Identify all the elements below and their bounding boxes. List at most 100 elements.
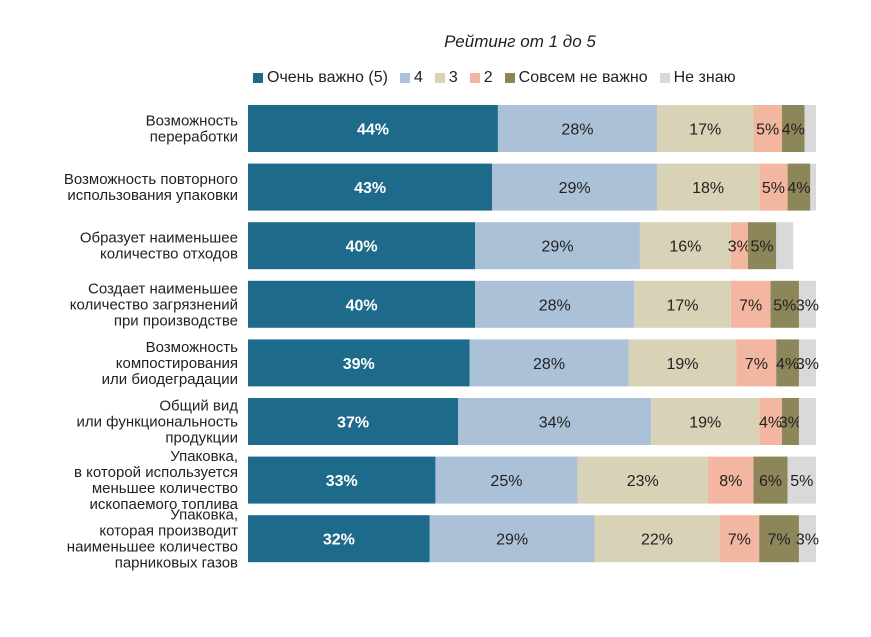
value-label: 40% [346, 297, 378, 314]
category-label: Возможность переработки [146, 113, 239, 146]
value-label: 3% [796, 297, 819, 314]
value-label: 17% [689, 122, 721, 139]
value-label: 40% [346, 239, 378, 256]
bar-segment [248, 280, 476, 328]
category-label: Общий вид или функциональность продукции [76, 398, 238, 447]
category-label-line: Создает наименьшее [88, 280, 238, 297]
legend-item: Совсем не важно [504, 69, 648, 87]
category-label-line: продукции [165, 430, 238, 447]
legend-item: 3 [434, 69, 458, 87]
category-label-line: Образует наименьшее [80, 230, 238, 247]
bar-segment [759, 515, 799, 563]
bar-segment [730, 222, 748, 270]
bar-segment [787, 456, 816, 504]
category-label-line: при производстве [114, 312, 238, 329]
bar-segment [798, 339, 816, 387]
legend-swatch [399, 73, 410, 83]
value-label: 3% [779, 415, 802, 432]
bar-segment [469, 339, 629, 387]
legend-swatch [469, 73, 480, 83]
bar-segment [577, 456, 709, 504]
bar-segment [594, 515, 720, 563]
bar-segment [736, 339, 777, 387]
value-label: 4% [759, 415, 782, 432]
value-label: 4% [782, 122, 805, 139]
bar-segment [798, 398, 816, 445]
value-label: 33% [326, 473, 358, 490]
legend-label: Не знаю [673, 69, 736, 86]
bar-segment [798, 280, 816, 328]
bar-segment [798, 515, 816, 563]
value-label: 29% [559, 180, 591, 197]
category-label-line: которая производит [99, 523, 238, 540]
legend-item: 2 [469, 69, 493, 87]
bar-segment [753, 105, 782, 152]
value-label: 28% [533, 356, 565, 373]
bar-segment [753, 456, 788, 504]
category-label-line: или функциональность [76, 414, 238, 431]
value-label: 17% [667, 297, 699, 314]
legend-swatch [659, 73, 670, 83]
category-label-line: меньшее количество [92, 480, 238, 497]
bar-segment [497, 105, 657, 152]
category-label: Создает наименьшее количество загрязнений… [70, 280, 238, 329]
category-label-line: компостирования [116, 355, 238, 372]
bar-segment [651, 398, 760, 445]
category-label-line: Общий вид [159, 398, 238, 415]
legend-swatch [504, 73, 515, 83]
legend-swatch [434, 73, 445, 83]
category-label-line: Упаковка, [170, 448, 238, 465]
value-label: 25% [490, 473, 522, 490]
bar-segment [639, 222, 731, 270]
value-label: 3% [796, 532, 819, 549]
value-label: 19% [689, 415, 721, 432]
value-label: 32% [323, 532, 355, 549]
legend-label: 2 [483, 69, 493, 86]
category-label: Возможность компостирования или биодеграда… [102, 339, 239, 388]
bar-segment [770, 280, 799, 328]
value-label: 6% [759, 473, 782, 490]
value-label: 5% [750, 239, 773, 256]
bar-segment [656, 163, 760, 211]
bar-segment [435, 456, 578, 504]
category-label-line: Возможность [146, 339, 239, 356]
bar-segment [776, 339, 799, 387]
value-label: 29% [542, 239, 574, 256]
legend: Очень важно (5) 4 3 2 Совсем не важно Не знаю [253, 68, 736, 88]
bar-segment [781, 105, 805, 152]
value-label: 43% [354, 180, 386, 197]
bar-segment [759, 398, 782, 445]
legend-item: Не знаю [659, 69, 736, 87]
bar-segment [719, 515, 760, 563]
value-label: 16% [669, 239, 701, 256]
bar-segment [475, 280, 635, 328]
value-label: 5% [790, 473, 813, 490]
chart-title: Рейтинг от 1 до 5 [444, 32, 596, 51]
bar-segment [787, 163, 811, 211]
value-label: 22% [641, 532, 673, 549]
bar-segment [248, 515, 430, 563]
value-label: 34% [539, 415, 571, 432]
category-label-line: или биодеградации [102, 371, 238, 388]
bar-segment [248, 105, 498, 152]
value-label: 7% [768, 532, 791, 549]
category-label-line: Возможность повторного [64, 171, 238, 188]
category-label-line: парниковых газов [115, 555, 238, 572]
bar-segment [747, 222, 777, 270]
value-label: 3% [796, 356, 819, 373]
bar-segment [628, 339, 737, 387]
value-label: 4% [776, 356, 799, 373]
bar-segment [475, 222, 640, 270]
value-label: 4% [787, 180, 810, 197]
value-label: 19% [667, 356, 699, 373]
value-label: 5% [756, 122, 779, 139]
value-label: 7% [739, 297, 762, 314]
bar-segment [248, 456, 436, 504]
category-label: Упаковка, в которой используется меньшее к… [74, 448, 239, 513]
category-label: Образует наименьшее количество отходов [80, 230, 238, 263]
category-label: Возможность повторного использования упак… [64, 171, 238, 204]
category-label-line: Упаковка, [170, 507, 238, 524]
value-label: 5% [773, 297, 796, 314]
bar-segment [730, 280, 771, 328]
